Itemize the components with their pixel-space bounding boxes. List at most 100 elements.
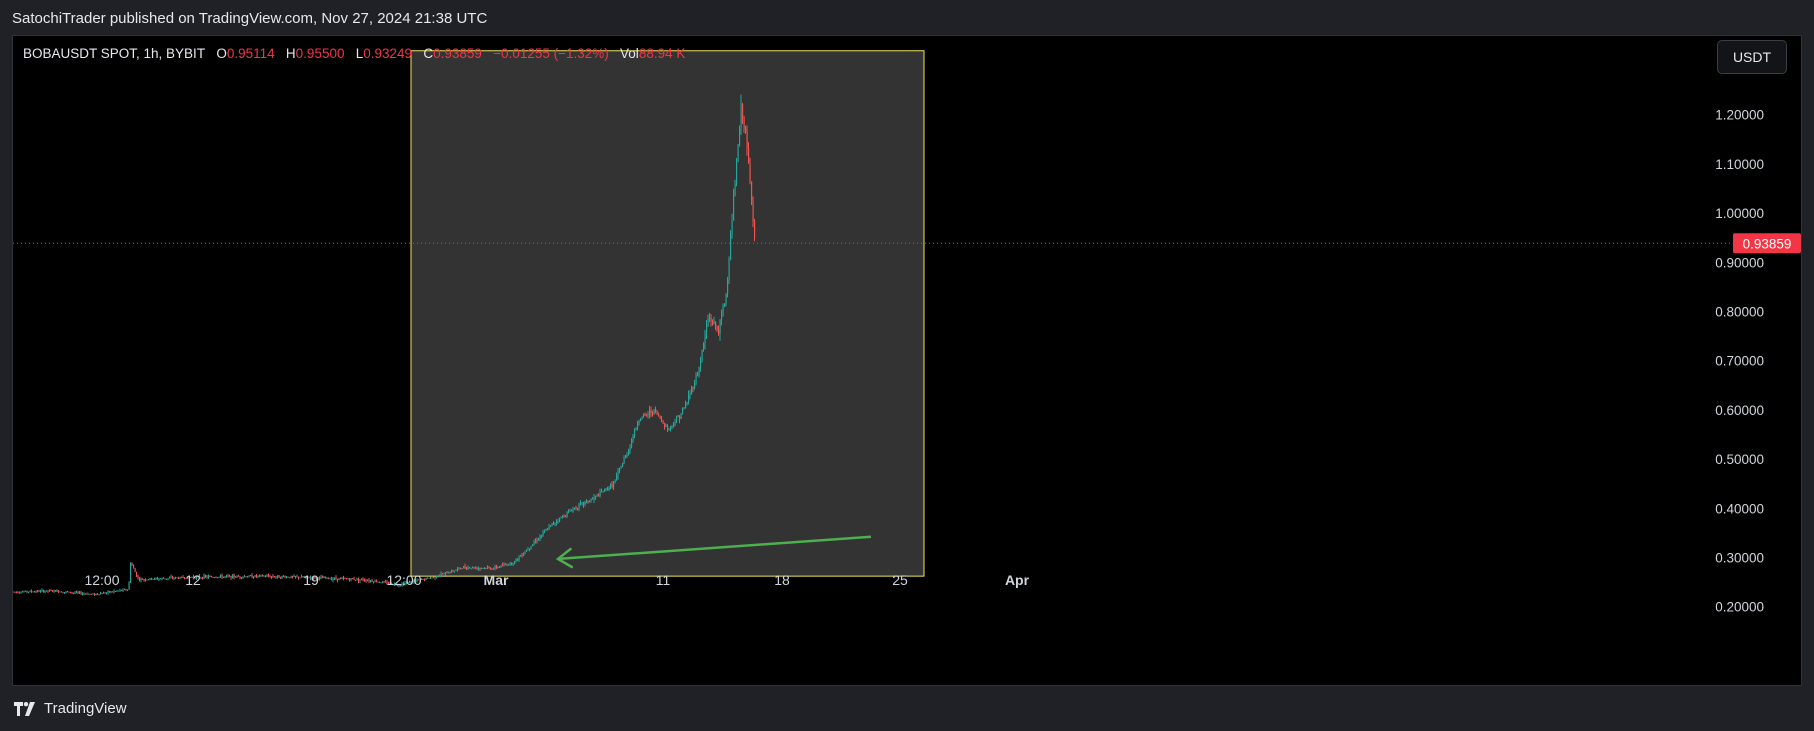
candle-body xyxy=(277,575,279,577)
candle-body xyxy=(620,467,622,469)
candle-body xyxy=(548,526,550,530)
candle-body xyxy=(173,578,175,580)
candle-body xyxy=(151,578,153,580)
candle-body xyxy=(520,555,522,557)
candle-body xyxy=(116,590,118,592)
candle-body xyxy=(391,582,393,585)
high-value: 0.95500 xyxy=(295,46,345,61)
x-axis-tick-label: 11 xyxy=(656,572,671,588)
candle-body xyxy=(137,576,139,579)
candle-body xyxy=(533,542,535,545)
candle-body xyxy=(266,575,268,577)
candle-body xyxy=(508,564,510,566)
candle-body xyxy=(226,575,228,577)
candle-body xyxy=(649,410,651,415)
candle-body xyxy=(439,575,441,577)
candle-body xyxy=(325,577,327,579)
candle-body xyxy=(539,536,541,539)
candle-body xyxy=(373,581,375,583)
candle-body xyxy=(317,577,319,579)
candle-body xyxy=(83,593,85,595)
low-value: 0.93249 xyxy=(363,46,413,61)
candle-body xyxy=(179,577,181,579)
candle-body xyxy=(728,259,730,280)
candle-body xyxy=(665,425,667,427)
candle-body xyxy=(394,583,396,585)
candle-body xyxy=(55,590,57,592)
candle-body xyxy=(479,568,481,569)
candle-body xyxy=(118,590,120,592)
candle-body xyxy=(695,375,697,384)
candle-body xyxy=(40,590,42,592)
candle-body xyxy=(368,580,370,582)
candle-body xyxy=(617,470,619,476)
candle-body xyxy=(425,577,427,580)
chart-panel[interactable]: 1.20000 1.10000 1.00000 0.90000 0.80000 0.700… xyxy=(12,35,1802,686)
candle-body xyxy=(521,555,523,557)
candle-body xyxy=(475,567,477,569)
currency-button[interactable]: USDT xyxy=(1717,40,1787,74)
arrow-head xyxy=(555,547,574,569)
candle-body xyxy=(739,128,741,145)
candle-body xyxy=(160,578,162,580)
candle-body xyxy=(467,567,469,570)
candle-body xyxy=(100,593,102,595)
candle-body xyxy=(476,567,478,569)
candle-body xyxy=(16,591,18,593)
candle-body xyxy=(506,564,508,566)
candle-body xyxy=(658,414,660,416)
candle-body xyxy=(17,592,19,593)
candle-body xyxy=(268,575,270,577)
candle-body xyxy=(446,571,448,574)
candle-body xyxy=(211,576,213,578)
candle-body xyxy=(224,576,226,578)
candle-body xyxy=(298,576,300,578)
candle-body xyxy=(584,501,586,505)
candle-body xyxy=(454,570,456,572)
x-axis-tick-label: Mar xyxy=(484,572,509,588)
candle-body xyxy=(415,580,417,582)
candle-body xyxy=(56,590,58,592)
y-axis-tick-label: 0.60000 xyxy=(1715,403,1764,418)
candle-body xyxy=(182,576,184,578)
candle-body xyxy=(247,576,249,578)
candle-body xyxy=(29,590,31,592)
y-axis-tick-label: 1.00000 xyxy=(1715,206,1764,221)
candle-body xyxy=(551,523,553,526)
arrow-line xyxy=(557,535,872,561)
candle-body xyxy=(241,577,243,579)
candle-body xyxy=(664,423,666,427)
candle-body xyxy=(667,425,669,430)
candle-body xyxy=(724,303,726,307)
candle-body xyxy=(526,549,528,552)
candle-body xyxy=(685,403,687,409)
tradingview-logo[interactable]: TradingView xyxy=(14,700,127,717)
candle-body xyxy=(250,575,252,577)
candle-body xyxy=(478,568,480,569)
candle-body xyxy=(430,577,432,579)
candle-body xyxy=(691,387,693,394)
candle-body xyxy=(254,575,256,578)
candle-body xyxy=(419,579,421,581)
candle-body xyxy=(365,580,367,582)
y-axis-tick-label: 0.50000 xyxy=(1715,452,1764,467)
candle-body xyxy=(734,184,736,196)
candle-body xyxy=(193,577,195,578)
candle-body xyxy=(191,577,193,578)
last-price-tag-label: 0.93859 xyxy=(1743,236,1792,251)
candle-body xyxy=(635,427,637,431)
candle-body xyxy=(608,487,610,490)
price-chart[interactable]: 1.20000 1.10000 1.00000 0.90000 0.80000 0.700… xyxy=(13,36,1802,686)
candle-body xyxy=(37,590,39,592)
candle-body xyxy=(148,579,150,581)
candle-body xyxy=(586,500,588,502)
candle-body xyxy=(398,585,400,586)
symbol-label[interactable]: BOBAUSDT SPOT, 1h, BYBIT xyxy=(23,46,206,61)
candle-body xyxy=(352,578,354,580)
candle-body xyxy=(655,409,657,411)
candle-body xyxy=(445,571,447,574)
footer-bar: TradingView xyxy=(0,686,1814,731)
candle-body xyxy=(121,589,123,591)
candle-body xyxy=(356,578,358,580)
candle-body xyxy=(512,563,514,565)
